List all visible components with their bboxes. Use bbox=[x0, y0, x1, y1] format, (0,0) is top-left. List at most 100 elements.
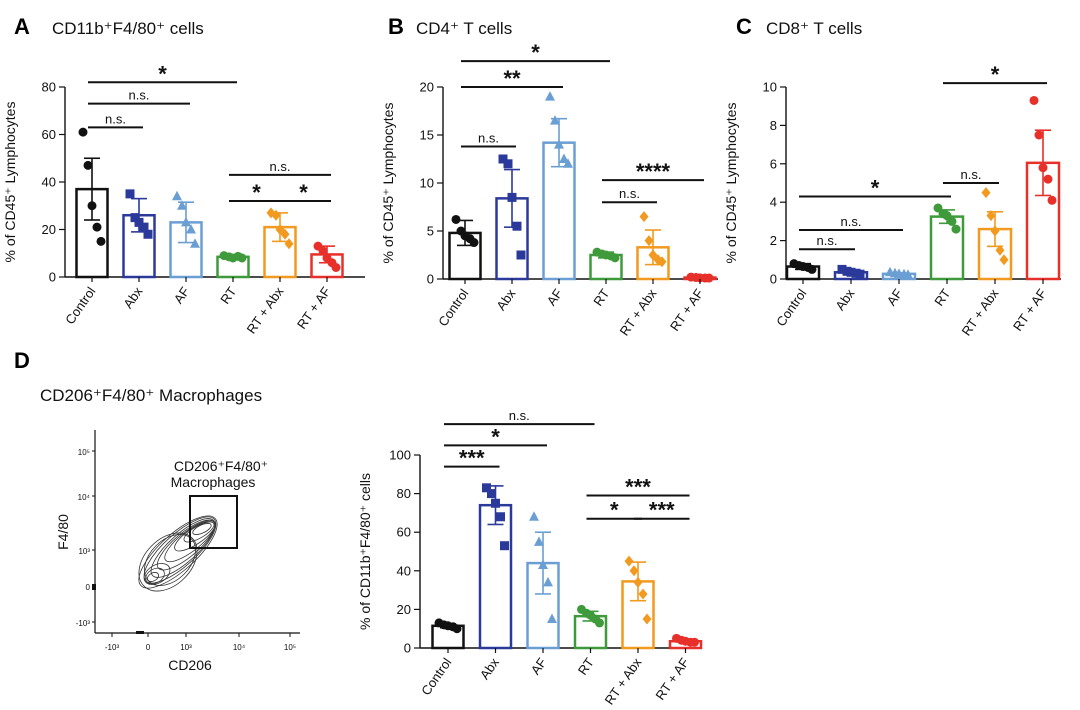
data-point bbox=[516, 250, 526, 260]
y-tick-label: 20 bbox=[397, 602, 411, 617]
data-point bbox=[500, 541, 509, 551]
data-point bbox=[284, 238, 294, 250]
category-label: Control bbox=[62, 284, 98, 327]
significance-label: **** bbox=[636, 159, 671, 184]
flow-xlabel: CD206 bbox=[168, 657, 212, 673]
y-tick-label: 0 bbox=[404, 641, 411, 656]
data-point bbox=[638, 588, 648, 600]
data-point bbox=[482, 483, 491, 493]
flow-contours bbox=[92, 450, 291, 637]
data-point bbox=[642, 613, 652, 625]
category-label: RT + AF bbox=[294, 284, 334, 332]
panel-label-b: B bbox=[388, 14, 404, 39]
y-tick-label: 20 bbox=[420, 80, 434, 95]
flow-ylabel: F4/80 bbox=[55, 514, 71, 550]
data-point bbox=[999, 254, 1009, 266]
data-point bbox=[704, 273, 714, 283]
significance-label: * bbox=[158, 61, 167, 86]
y-tick-label: 0 bbox=[49, 270, 56, 285]
contour-line bbox=[138, 532, 198, 592]
significance-label: * bbox=[991, 62, 1000, 87]
data-point bbox=[96, 236, 106, 246]
significance-label: n.s. bbox=[105, 111, 126, 126]
data-point bbox=[529, 511, 539, 521]
data-point bbox=[318, 246, 328, 256]
data-point bbox=[331, 263, 341, 272]
category-label: RT + Abx bbox=[959, 286, 1002, 339]
gate-label-line2: Macrophages bbox=[171, 474, 256, 490]
significance-label: * bbox=[252, 180, 261, 205]
contour-line bbox=[144, 534, 196, 586]
data-point bbox=[550, 115, 560, 125]
data-point bbox=[134, 217, 144, 227]
y-axis-label: % of CD45⁺ Lymphocytes bbox=[2, 102, 18, 263]
data-point bbox=[280, 228, 290, 240]
chart-d: 0 20 40 60 80 100 % of CD11b⁺F4/80⁺ cells Contr… bbox=[357, 408, 703, 708]
y-tick-label: 40 bbox=[397, 563, 411, 578]
data-point bbox=[559, 153, 569, 163]
data-point bbox=[629, 565, 639, 577]
significance-label: * bbox=[491, 424, 500, 449]
panel-label-a: A bbox=[14, 14, 30, 39]
category-label: Abx bbox=[832, 286, 857, 313]
data-point bbox=[190, 238, 200, 248]
data-point bbox=[186, 224, 196, 234]
y-tick-label: 60 bbox=[397, 525, 411, 540]
y-tick-label: 5 bbox=[427, 224, 434, 239]
data-point bbox=[545, 91, 555, 101]
data-point bbox=[130, 213, 140, 223]
significance-label: n.s. bbox=[270, 159, 291, 174]
data-point bbox=[143, 229, 153, 239]
significance-label: n.s. bbox=[129, 88, 150, 103]
y-tick-label: 80 bbox=[397, 486, 411, 501]
data-point bbox=[595, 618, 604, 628]
chart-b: 0 5 10 15 20 % of CD45⁺ Lymphocytes Control Abx… bbox=[380, 40, 718, 338]
data-point bbox=[543, 576, 553, 587]
significance-label: *** bbox=[649, 498, 675, 523]
flow-ytick: -10³ bbox=[76, 619, 91, 628]
flow-xtick: -10³ bbox=[105, 643, 120, 652]
data-point bbox=[491, 498, 500, 508]
category-label: AF bbox=[171, 284, 193, 306]
data-point bbox=[139, 222, 149, 232]
y-tick-label: 6 bbox=[770, 156, 777, 171]
flow-xtick: 10⁵ bbox=[284, 643, 296, 652]
flow-ytick: 10⁵ bbox=[78, 448, 90, 457]
data-point bbox=[512, 221, 522, 231]
panel-title-d: CD206⁺F4/80⁺ Macrophages bbox=[40, 386, 262, 405]
data-point bbox=[947, 216, 957, 226]
y-tick-label: 20 bbox=[42, 222, 56, 237]
data-point bbox=[469, 238, 479, 248]
data-point bbox=[451, 214, 461, 224]
bar bbox=[478, 503, 513, 650]
data-point bbox=[487, 489, 496, 499]
data-point bbox=[981, 187, 991, 199]
data-point bbox=[990, 225, 1000, 237]
contour-line bbox=[183, 521, 215, 543]
significance-label: n.s. bbox=[817, 233, 838, 248]
significance-label: *** bbox=[625, 475, 651, 500]
gate-rectangle bbox=[189, 495, 238, 549]
category-label: Abx bbox=[477, 655, 502, 682]
data-point bbox=[181, 216, 191, 227]
data-point bbox=[237, 253, 247, 263]
category-label: RT + Abx bbox=[602, 655, 645, 708]
flow-cytometry-plot: CD206⁺F4/80⁺ Macrophages 10⁵ 10⁴ 10³ 0 -… bbox=[55, 430, 300, 673]
data-point bbox=[837, 264, 847, 274]
panel-label-d: D bbox=[14, 348, 30, 373]
flow-edge-events bbox=[136, 631, 144, 634]
category-label: RT + AF bbox=[1010, 286, 1050, 334]
y-axis-label: % of CD11b⁺F4/80⁺ cells bbox=[357, 473, 373, 630]
data-point bbox=[1034, 130, 1044, 140]
category-label: RT bbox=[575, 655, 597, 678]
data-point bbox=[1043, 174, 1053, 184]
significance-label: n.s. bbox=[961, 167, 982, 182]
category-label: Control bbox=[418, 655, 454, 698]
significance-label: * bbox=[610, 498, 619, 523]
data-point bbox=[639, 211, 649, 223]
data-point bbox=[172, 190, 182, 201]
category-label: RT bbox=[590, 286, 612, 309]
y-tick-label: 80 bbox=[42, 80, 56, 95]
data-point bbox=[563, 158, 573, 168]
significance-label: *** bbox=[459, 446, 485, 471]
